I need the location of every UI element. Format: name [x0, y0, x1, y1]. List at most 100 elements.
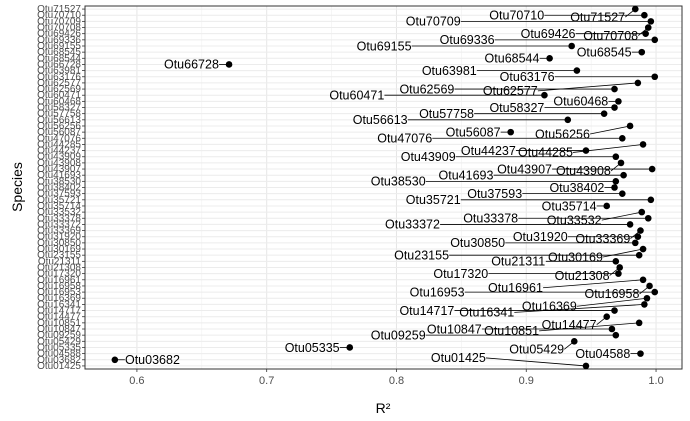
y-tick-label: Otu70709 — [37, 16, 81, 27]
point-label: Otu58327 — [489, 101, 544, 115]
y-tick-label: Otu68544 — [37, 53, 81, 64]
y-tick-label: Otu09259 — [37, 330, 81, 341]
y-tick-label: Otu23155 — [37, 250, 81, 261]
data-point — [639, 245, 647, 253]
data-point — [582, 147, 590, 154]
data-point — [612, 331, 620, 339]
point-label: Otu71527 — [570, 10, 625, 24]
y-tick-label: Otu35714 — [37, 201, 81, 212]
data-point — [608, 325, 616, 333]
y-tick-label: Otu56256 — [37, 121, 81, 132]
data-point — [541, 91, 548, 99]
data-point — [647, 18, 655, 25]
label-leader — [514, 303, 645, 313]
point-labels: Otu71527 Otu70710 Otu70709 Otu70708 Otu69426… — [125, 9, 639, 368]
data-point — [647, 196, 655, 204]
data-point — [568, 42, 575, 50]
point-label: Otu41693 — [439, 168, 494, 182]
data-point — [603, 313, 611, 321]
y-tick-label: Otu38530 — [37, 176, 81, 187]
data-point — [619, 134, 626, 142]
data-point — [638, 48, 646, 56]
point-label: Otu37593 — [467, 187, 522, 201]
point-label: Otu43908 — [556, 164, 611, 178]
y-tick-label: Otu30850 — [37, 238, 81, 249]
y-tick-label: Otu14717 — [37, 306, 81, 317]
data-point — [612, 178, 620, 185]
point-label: Otu69426 — [521, 27, 576, 41]
point-label: Otu70710 — [489, 9, 544, 23]
y-tick-label: Otu70708 — [37, 23, 81, 34]
data-point — [642, 30, 649, 37]
y-tick-label: Otu43909 — [37, 152, 81, 163]
y-tick-label: Otu60468 — [37, 96, 81, 107]
y-tick-label: Otu47076 — [37, 133, 81, 144]
point-label: Otu33378 — [463, 212, 518, 226]
data-points — [111, 5, 659, 370]
y-tick-label: Otu60471 — [37, 90, 81, 101]
y-tick-label: Otu70710 — [37, 10, 81, 21]
point-label: Otu56087 — [446, 125, 501, 139]
point-label: Otu70708 — [583, 29, 638, 43]
data-point — [611, 307, 618, 314]
data-point — [616, 264, 624, 271]
x-tick-label: 0.9 — [519, 375, 534, 387]
point-label: Otu10847 — [427, 322, 482, 336]
y-tick-label: Otu05429 — [37, 336, 81, 347]
x-tick-label: 0.7 — [259, 375, 274, 387]
y-tick-label: Otu03682 — [37, 355, 81, 366]
data-point — [644, 214, 652, 222]
point-label: Otu60468 — [553, 95, 608, 109]
x-axis-title: R² — [376, 400, 391, 416]
data-point — [620, 171, 627, 179]
point-label: Otu23155 — [394, 248, 449, 262]
data-point — [626, 221, 634, 228]
y-tick-label: Otu01425 — [37, 361, 81, 372]
y-tick-label: Otu58327 — [37, 103, 81, 114]
y-tick-label: Otu43908 — [37, 158, 81, 169]
y-tick-label: Otu33532 — [37, 207, 81, 218]
label-leader — [537, 82, 638, 92]
data-point — [617, 159, 625, 167]
label-leader — [539, 322, 640, 332]
y-tick-label: Otu31920 — [37, 232, 81, 243]
data-point — [611, 85, 618, 93]
data-point — [644, 24, 652, 31]
point-label: Otu69336 — [440, 33, 495, 47]
y-tick-label: Otu57758 — [37, 109, 81, 120]
data-point — [346, 344, 354, 351]
label-leader-lines — [114, 8, 655, 367]
y-tick-label: Otu16958 — [37, 281, 81, 292]
point-label: Otu09259 — [371, 328, 426, 342]
y-tick-label: Otu04588 — [37, 349, 81, 360]
point-label: Otu14717 — [399, 304, 454, 318]
point-label: Otu17320 — [433, 267, 488, 281]
y-tick-label: Otu17320 — [37, 269, 81, 280]
x-tick-label: 1.0 — [648, 375, 663, 387]
y-tick-label: Otu71527 — [37, 4, 81, 15]
y-tick-label: Otu05335 — [37, 342, 81, 353]
data-point — [603, 202, 611, 210]
data-point — [648, 165, 656, 173]
point-label: Otu70709 — [406, 15, 461, 29]
y-tick-label: Otu63981 — [37, 66, 81, 77]
point-label: Otu30850 — [450, 236, 505, 250]
y-tick-label: Otu37593 — [37, 189, 81, 200]
y-tick-label: Otu10851 — [37, 318, 81, 329]
data-point — [615, 270, 622, 277]
data-point — [637, 350, 644, 357]
data-point — [641, 11, 648, 19]
point-label: Otu68544 — [485, 52, 540, 66]
data-point — [570, 338, 578, 345]
point-label: Otu62569 — [399, 82, 454, 96]
y-tick-label: Otu16369 — [37, 293, 81, 304]
y-tick-label: Otu68545 — [37, 47, 81, 58]
y-tick-labels: Otu71527Otu70710Otu70709Otu70708Otu69426… — [37, 4, 85, 372]
y-tick-label: Otu44237 — [37, 146, 81, 157]
point-label: Otu16369 — [522, 300, 577, 314]
data-point — [635, 319, 643, 327]
y-tick-label: Otu66728 — [37, 59, 81, 70]
data-point — [643, 294, 651, 302]
data-point — [573, 67, 581, 74]
y-tick-label: Otu16953 — [37, 287, 81, 298]
